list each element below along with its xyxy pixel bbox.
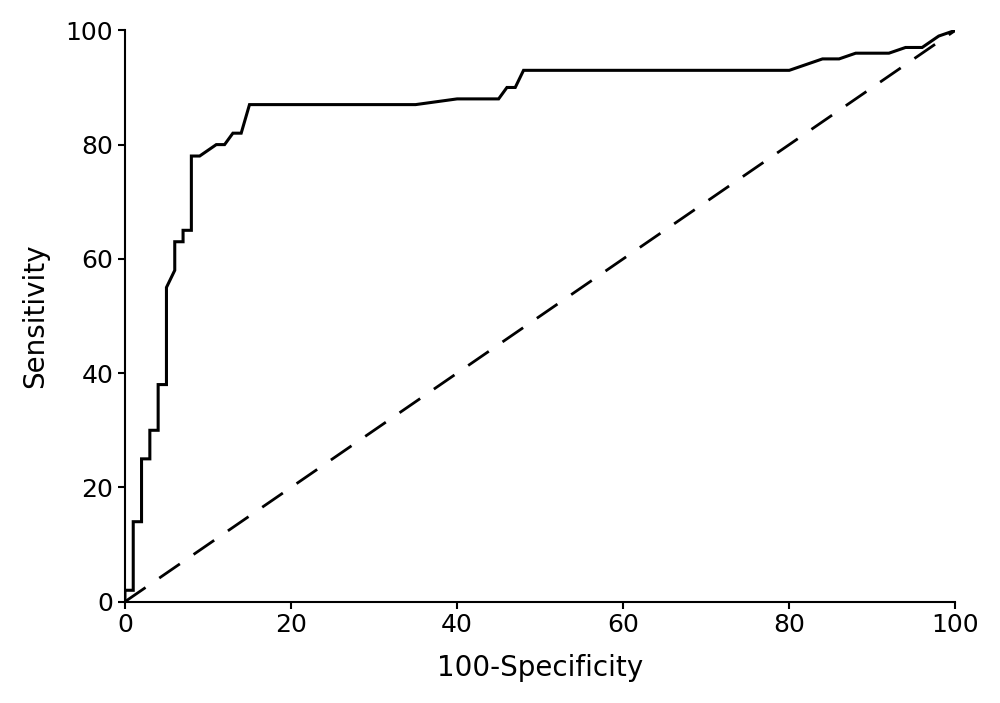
X-axis label: 100-Specificity: 100-Specificity [437,654,643,682]
Y-axis label: Sensitivity: Sensitivity [21,244,49,388]
